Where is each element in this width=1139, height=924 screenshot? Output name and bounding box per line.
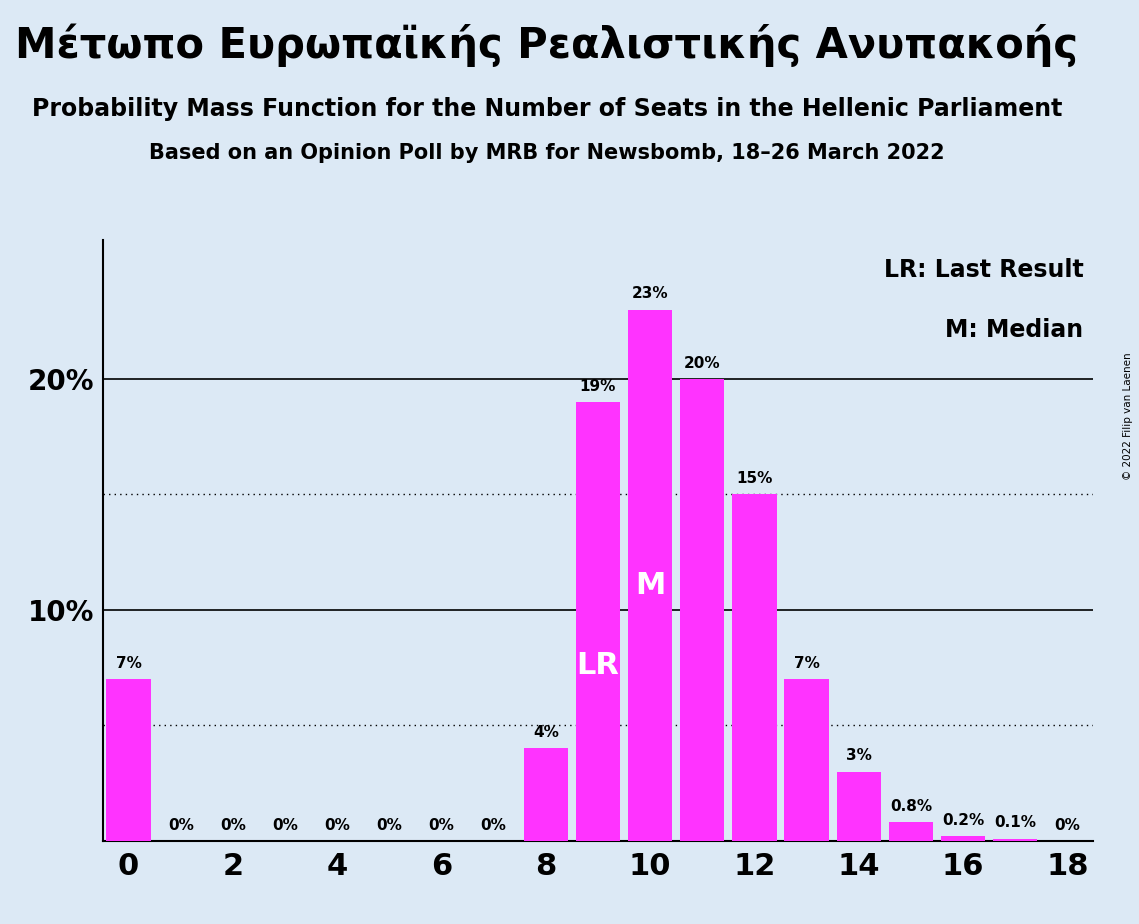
Text: 20%: 20% xyxy=(685,356,721,371)
Text: 0.8%: 0.8% xyxy=(890,799,932,814)
Bar xyxy=(836,772,880,841)
Bar xyxy=(680,379,724,841)
Text: © 2022 Filip van Laenen: © 2022 Filip van Laenen xyxy=(1123,352,1133,480)
Text: M: Median: M: Median xyxy=(945,318,1083,342)
Text: Μέτωπο Ευρωπαϊκής Ρεαλιστικής Ανυπακοής: Μέτωπο Ευρωπαϊκής Ρεαλιστικής Ανυπακοής xyxy=(15,23,1079,67)
Text: 23%: 23% xyxy=(632,286,669,301)
Text: 0%: 0% xyxy=(325,818,350,833)
Text: 3%: 3% xyxy=(846,748,871,763)
Text: Based on an Opinion Poll by MRB for Newsbomb, 18–26 March 2022: Based on an Opinion Poll by MRB for News… xyxy=(149,143,944,164)
Text: 0.1%: 0.1% xyxy=(994,816,1036,831)
Text: 0%: 0% xyxy=(220,818,246,833)
Bar xyxy=(524,748,568,841)
Text: 0%: 0% xyxy=(481,818,507,833)
Text: 0%: 0% xyxy=(376,818,402,833)
Bar xyxy=(732,494,777,841)
Bar xyxy=(628,310,672,841)
Bar xyxy=(106,679,150,841)
Text: 7%: 7% xyxy=(116,656,141,671)
Bar xyxy=(576,402,620,841)
Text: 7%: 7% xyxy=(794,656,820,671)
Bar xyxy=(785,679,829,841)
Text: 19%: 19% xyxy=(580,379,616,394)
Text: 0%: 0% xyxy=(167,818,194,833)
Text: M: M xyxy=(634,571,665,601)
Bar xyxy=(888,822,933,841)
Text: 4%: 4% xyxy=(533,725,559,740)
Text: 0%: 0% xyxy=(1055,818,1080,833)
Text: 0%: 0% xyxy=(428,818,454,833)
Bar xyxy=(941,836,985,841)
Text: 0.2%: 0.2% xyxy=(942,813,984,828)
Text: 15%: 15% xyxy=(736,471,772,486)
Text: LR: LR xyxy=(576,650,620,680)
Text: Probability Mass Function for the Number of Seats in the Hellenic Parliament: Probability Mass Function for the Number… xyxy=(32,97,1062,121)
Bar xyxy=(993,839,1038,841)
Text: 0%: 0% xyxy=(272,818,298,833)
Text: LR: Last Result: LR: Last Result xyxy=(884,259,1083,282)
